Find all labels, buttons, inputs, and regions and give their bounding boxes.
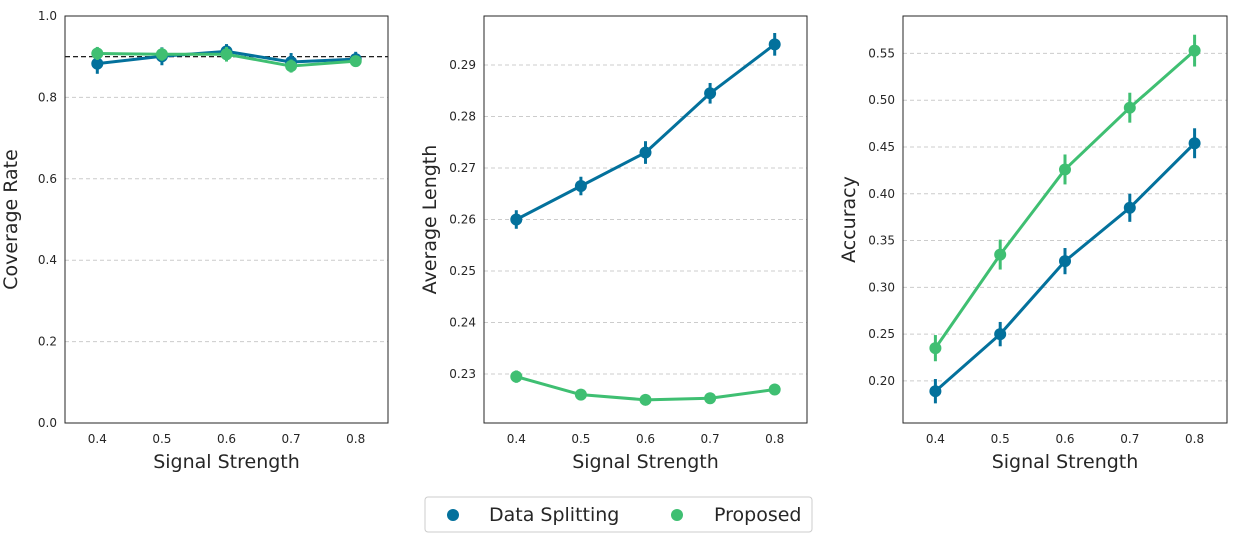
data-point-data-splitting bbox=[994, 328, 1007, 341]
y-tick-label: 0.45 bbox=[868, 140, 895, 154]
data-point-proposed bbox=[639, 393, 652, 406]
x-tick-label: 0.5 bbox=[152, 432, 171, 446]
data-point-data-splitting bbox=[574, 180, 587, 193]
data-point-proposed bbox=[220, 48, 233, 61]
chart-panel-1: 0.0 0.2 0.4 0.6 0.8 1.0 0.4 0.5 0.6 0.7 0.8 Signal … bbox=[0, 9, 389, 473]
x-tick-label: 0.7 bbox=[282, 432, 301, 446]
y-axis-title: Coverage Rate bbox=[0, 149, 22, 290]
x-tick-label: 0.7 bbox=[1120, 432, 1139, 446]
data-point-proposed bbox=[1123, 101, 1136, 114]
x-tick-label: 0.7 bbox=[701, 432, 720, 446]
y-tick-label: 0.55 bbox=[868, 46, 895, 60]
y-tick-label: 0.25 bbox=[449, 264, 476, 278]
y-tick-label: 0.40 bbox=[868, 187, 895, 201]
x-axis-title: Signal Strength bbox=[572, 451, 719, 473]
y-tick-label: 0.25 bbox=[868, 327, 895, 341]
chart-panel-3: 0.20 0.25 0.30 0.35 0.40 0.45 0.50 0.55 0.4 0.5 0.… bbox=[838, 15, 1228, 473]
y-tick-label: 0.6 bbox=[38, 172, 57, 186]
x-axis-title: Signal Strength bbox=[992, 451, 1139, 473]
data-point-data-splitting bbox=[929, 385, 942, 398]
data-point-proposed bbox=[1059, 163, 1071, 176]
x-tick-label: 0.4 bbox=[507, 432, 526, 446]
data-point-data-splitting bbox=[1059, 255, 1071, 268]
y-axis-title: Accuracy bbox=[838, 176, 860, 263]
data-point-proposed bbox=[768, 383, 781, 396]
y-axis-title: Average Length bbox=[419, 145, 441, 295]
series-data-splitting bbox=[929, 128, 1201, 404]
data-point-proposed bbox=[285, 60, 298, 73]
y-tick-label: 0.4 bbox=[38, 253, 57, 267]
y-tick-label: 0.2 bbox=[38, 335, 57, 349]
y-tick-label: 0.0 bbox=[38, 416, 57, 430]
data-point-data-splitting bbox=[704, 87, 717, 100]
legend-marker-proposed bbox=[671, 509, 683, 521]
plot-frame bbox=[64, 15, 389, 424]
y-tick-label: 0.50 bbox=[868, 93, 895, 107]
x-tick-label: 0.4 bbox=[88, 432, 107, 446]
x-tick-label: 0.6 bbox=[217, 432, 236, 446]
series-data-splitting bbox=[510, 33, 781, 229]
series-line-data-splitting bbox=[515, 43, 776, 221]
y-tick-label: 0.26 bbox=[449, 213, 476, 227]
legend-label-data-splitting: Data Splitting bbox=[489, 504, 619, 526]
data-point-proposed bbox=[574, 388, 587, 401]
y-tick-label: 0.35 bbox=[868, 234, 895, 248]
plots-layer: 0.0 0.2 0.4 0.6 0.8 1.0 0.4 0.5 0.6 0.7 0.8 Signal … bbox=[0, 9, 1228, 473]
data-point-data-splitting bbox=[91, 57, 104, 70]
series-proposed bbox=[929, 34, 1201, 362]
data-point-data-splitting bbox=[768, 38, 781, 51]
x-tick-label: 0.6 bbox=[636, 432, 655, 446]
x-tick-label: 0.8 bbox=[346, 432, 365, 446]
chart-panel-2: 0.23 0.24 0.25 0.26 0.27 0.28 0.29 0.4 0.5 0.6 0.7… bbox=[419, 15, 808, 473]
x-axis-title: Signal Strength bbox=[153, 451, 300, 473]
data-point-proposed bbox=[510, 370, 523, 383]
legend: Data Splitting Proposed bbox=[424, 496, 813, 533]
plot-frame bbox=[902, 15, 1228, 424]
data-point-proposed bbox=[155, 48, 168, 61]
data-point-proposed bbox=[91, 47, 104, 60]
x-tick-label: 0.5 bbox=[991, 432, 1010, 446]
data-point-proposed bbox=[929, 342, 942, 355]
series-proposed bbox=[510, 370, 781, 406]
legend-label-proposed: Proposed bbox=[714, 504, 801, 526]
data-point-proposed bbox=[994, 248, 1007, 261]
y-tick-label: 0.23 bbox=[449, 367, 476, 381]
y-tick-label: 0.29 bbox=[449, 58, 476, 72]
data-point-data-splitting bbox=[510, 213, 523, 226]
legend-frame bbox=[424, 496, 813, 533]
x-tick-label: 0.8 bbox=[765, 432, 784, 446]
legend-marker-data-splitting bbox=[447, 509, 459, 521]
x-tick-label: 0.8 bbox=[1185, 432, 1204, 446]
data-point-proposed bbox=[1188, 44, 1201, 57]
x-tick-label: 0.5 bbox=[571, 432, 590, 446]
series-proposed bbox=[91, 46, 362, 73]
y-tick-label: 1.0 bbox=[38, 9, 57, 23]
data-point-data-splitting bbox=[639, 146, 652, 159]
data-point-data-splitting bbox=[1123, 201, 1136, 214]
y-tick-label: 0.30 bbox=[868, 280, 895, 294]
y-tick-label: 0.20 bbox=[868, 374, 895, 388]
y-tick-label: 0.24 bbox=[449, 316, 476, 330]
plot-frame bbox=[483, 15, 808, 424]
y-tick-label: 0.8 bbox=[38, 90, 57, 104]
data-point-data-splitting bbox=[1188, 137, 1201, 150]
series-line-proposed bbox=[934, 49, 1196, 350]
data-point-proposed bbox=[349, 55, 362, 68]
x-tick-label: 0.6 bbox=[1055, 432, 1074, 446]
x-tick-label: 0.4 bbox=[926, 432, 945, 446]
y-tick-label: 0.28 bbox=[449, 109, 476, 123]
y-tick-label: 0.27 bbox=[449, 161, 476, 175]
data-point-proposed bbox=[704, 392, 717, 405]
